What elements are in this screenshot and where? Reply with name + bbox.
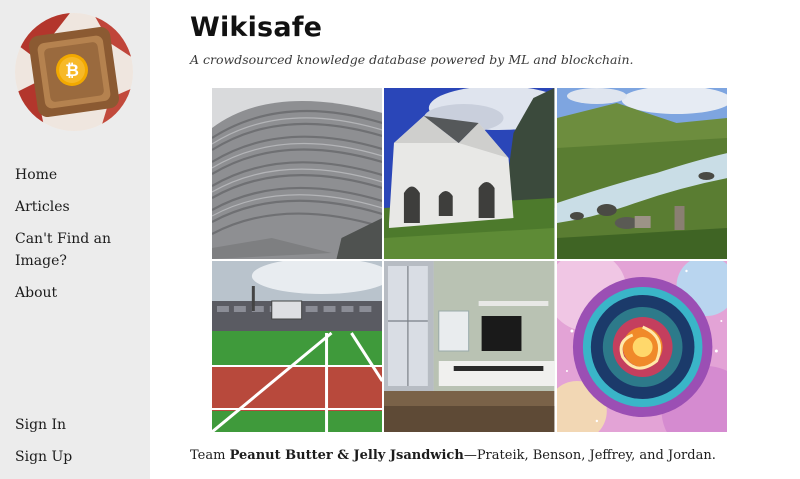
svg-text:₿: ₿ [65, 61, 79, 81]
nav-cant-find-image-link[interactable]: Can't Find an Image? [15, 231, 111, 269]
main-nav: Home Articles Can't Find an Image? About [15, 164, 143, 314]
team-members: —Prateik, Benson, Jeffrey, and Jordan. [463, 448, 716, 463]
nav-articles-link[interactable]: Articles [15, 199, 70, 215]
stone-amphitheater-image[interactable] [212, 88, 383, 259]
team-prefix: Team [190, 448, 230, 463]
cosmic-galaxy-image[interactable] [556, 261, 727, 432]
sidebar: ₿ Home Articles Can't Find an Image? Abo… [0, 0, 150, 479]
image-gallery [212, 88, 727, 432]
white-chapel-image[interactable] [384, 88, 555, 259]
stadium-track-image[interactable] [212, 261, 383, 432]
logo-bitcoin-waffle-icon[interactable]: ₿ [15, 13, 133, 131]
sign-up-link[interactable]: Sign Up [15, 449, 73, 465]
team-name: Peanut Butter & Jelly Jsandwich [229, 448, 464, 463]
nav-about-link[interactable]: About [15, 285, 58, 301]
team-credits: Team Peanut Butter & Jelly Jsandwich—Pra… [190, 448, 716, 463]
living-room-image[interactable] [384, 261, 555, 432]
page-title: Wikisafe [190, 12, 323, 43]
auth-nav: Sign In Sign Up [15, 414, 143, 478]
mountain-stream-image[interactable] [556, 88, 727, 259]
page-tagline: A crowdsourced knowledge database powere… [190, 52, 634, 67]
nav-home-link[interactable]: Home [15, 167, 58, 183]
sign-in-link[interactable]: Sign In [15, 417, 67, 433]
